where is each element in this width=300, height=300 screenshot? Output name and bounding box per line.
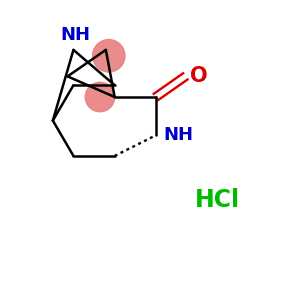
Text: O: O	[190, 66, 207, 86]
Circle shape	[85, 82, 115, 112]
Circle shape	[93, 40, 125, 72]
Text: NH: NH	[163, 126, 193, 144]
Text: NH: NH	[60, 26, 90, 44]
Text: HCl: HCl	[195, 188, 240, 212]
